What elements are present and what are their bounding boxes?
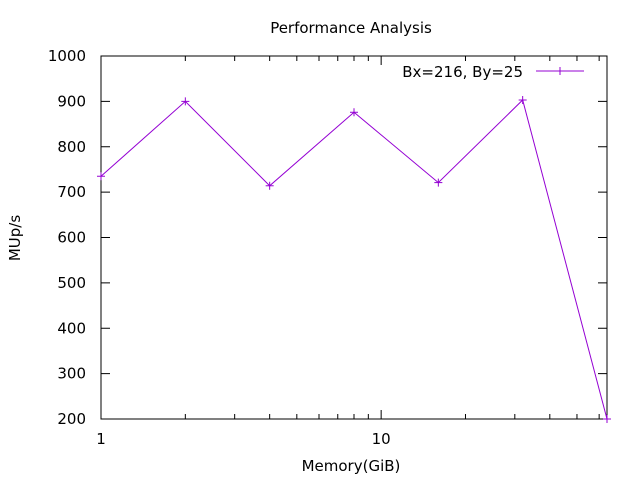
data-point <box>518 96 527 105</box>
legend: Bx=216, By=25 <box>402 63 584 81</box>
y-tick-label: 600 <box>57 229 86 247</box>
data-point <box>434 178 443 187</box>
y-tick-label: 200 <box>57 410 86 428</box>
y-tick-label: 500 <box>57 274 86 292</box>
legend-label: Bx=216, By=25 <box>402 63 523 81</box>
data-point <box>350 108 358 117</box>
chart-title: Performance Analysis <box>270 19 432 37</box>
x-tick-label: 1 <box>96 430 106 448</box>
legend-marker <box>556 67 564 75</box>
y-axis-label: MUp/s <box>6 215 24 261</box>
data-point <box>97 172 105 181</box>
y-tick-label: 300 <box>57 365 86 383</box>
data-point <box>603 415 611 423</box>
x-axis-label: Memory(GiB) <box>302 457 401 475</box>
y-tick-label: 400 <box>57 319 86 337</box>
y-tick-label: 700 <box>57 183 86 201</box>
y-tick-label: 900 <box>57 92 86 110</box>
y-tick-label: 800 <box>57 138 86 156</box>
plot-frame <box>100 55 608 420</box>
axis-tick-labels: 200 300 400 500 600 700 800 900 1000 1 10 <box>48 47 391 448</box>
x-tick-label: 10 <box>372 430 391 448</box>
legend-point <box>556 67 564 75</box>
data-point <box>181 97 190 106</box>
data-point <box>265 181 274 190</box>
series-layer <box>97 96 611 423</box>
y-tick-label: 1000 <box>48 47 86 65</box>
series-line <box>100 99 608 420</box>
